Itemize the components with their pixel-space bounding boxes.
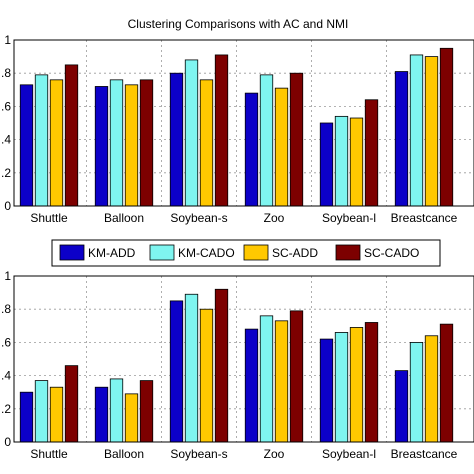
bar-sc-add xyxy=(424,56,439,207)
bar-km-add xyxy=(394,370,409,443)
bar-sc-cado xyxy=(64,365,79,443)
bar-km-add xyxy=(19,391,34,443)
bar-km-cado xyxy=(259,74,274,207)
bar-km-cado xyxy=(409,341,424,443)
legend-label: KM-CADO xyxy=(178,246,235,260)
bar-sc-cado xyxy=(289,72,304,207)
y-tick-label: .8 xyxy=(1,66,11,80)
bar-sc-cado xyxy=(439,323,454,443)
bar-sc-add xyxy=(124,393,139,443)
x-category-label: Breastcance xyxy=(391,211,458,225)
bar-km-add xyxy=(319,338,334,443)
legend-swatch-sc-cado xyxy=(335,244,361,261)
bar-sc-cado xyxy=(289,310,304,443)
bar-sc-add xyxy=(124,84,139,207)
bar-km-add xyxy=(394,71,409,207)
legend-label: KM-ADD xyxy=(88,246,136,260)
y-tick-label: .4 xyxy=(1,369,11,383)
legend-label: SC-CADO xyxy=(364,246,419,260)
chart-title: Clustering Comparisons with AC and NMI xyxy=(128,17,349,31)
legend-label: SC-ADD xyxy=(272,246,318,260)
bar-sc-add xyxy=(349,117,364,207)
legend-swatch-km-add xyxy=(59,244,85,261)
bar-km-add xyxy=(94,386,109,443)
y-tick-label: .2 xyxy=(1,166,11,180)
bar-km-cado xyxy=(109,79,124,207)
x-category-label: Shuttle xyxy=(30,211,68,225)
chart-panel-bottom: 0 .2 .4 .6 .8 1 Shuttle Balloon Soybean-s Zoo Soyb… xyxy=(1,269,474,461)
y-tick-label: .2 xyxy=(1,402,11,416)
bar-km-cado xyxy=(184,59,199,207)
y-tick-label: 0 xyxy=(4,435,11,449)
x-category-label: Soybean-l xyxy=(322,447,376,461)
bar-km-cado xyxy=(334,332,349,443)
bar-sc-add xyxy=(274,320,289,443)
bar-km-add xyxy=(19,84,34,207)
x-category-label: Soybean-s xyxy=(170,447,227,461)
x-category-label: Zoo xyxy=(264,211,285,225)
bar-km-add xyxy=(319,122,334,207)
bar-km-cado xyxy=(34,74,49,207)
bar-km-add xyxy=(244,92,259,207)
axes-frame xyxy=(13,39,474,207)
bar-sc-add xyxy=(424,335,439,443)
bar-km-add xyxy=(244,328,259,443)
bar-sc-cado xyxy=(364,99,379,207)
x-category-label: Soybean-s xyxy=(170,211,227,225)
bar-sc-add xyxy=(199,308,214,443)
chart-panel-top: 0 .2 .4 .6 .8 1 Shuttle Balloon Soybean-s Zoo Soyb… xyxy=(1,33,474,225)
bar-km-cado xyxy=(409,54,424,207)
y-tick-label: .6 xyxy=(1,99,11,113)
y-tick-label: .6 xyxy=(1,335,11,349)
bar-km-cado xyxy=(259,315,274,443)
bar-km-cado xyxy=(34,380,49,443)
bar-sc-add xyxy=(199,79,214,207)
bar-km-cado xyxy=(109,378,124,443)
x-category-label: Breastcance xyxy=(391,447,458,461)
x-category-label: Soybean-l xyxy=(322,211,376,225)
x-category-label: Balloon xyxy=(104,211,144,225)
bar-km-add xyxy=(94,86,109,207)
y-tick-label: 0 xyxy=(4,199,11,213)
bar-km-cado xyxy=(334,115,349,207)
axes-frame xyxy=(13,275,474,443)
bar-sc-cado xyxy=(64,64,79,207)
y-tick-label: .8 xyxy=(1,302,11,316)
bar-sc-cado xyxy=(139,79,154,207)
y-tick-label: .4 xyxy=(1,133,11,147)
bar-sc-add xyxy=(274,87,289,207)
y-tick-label: 1 xyxy=(4,269,11,283)
bar-sc-cado xyxy=(214,54,229,207)
bar-km-cado xyxy=(184,293,199,443)
legend: KM-ADD KM-CADO SC-ADD SC-CADO xyxy=(51,239,441,267)
bar-sc-cado xyxy=(439,47,454,207)
bar-sc-add xyxy=(349,327,364,443)
bar-km-add xyxy=(169,72,184,207)
bar-sc-add xyxy=(49,386,64,443)
x-category-label: Balloon xyxy=(104,447,144,461)
legend-swatch-sc-add xyxy=(243,244,269,261)
bar-sc-cado xyxy=(364,322,379,443)
bar-km-add xyxy=(169,300,184,443)
y-tick-label: 1 xyxy=(4,33,11,47)
x-category-label: Shuttle xyxy=(30,447,68,461)
x-category-label: Zoo xyxy=(264,447,285,461)
bar-sc-add xyxy=(49,79,64,207)
bar-sc-cado xyxy=(214,288,229,443)
bar-sc-cado xyxy=(139,380,154,443)
legend-swatch-km-cado xyxy=(149,244,175,261)
